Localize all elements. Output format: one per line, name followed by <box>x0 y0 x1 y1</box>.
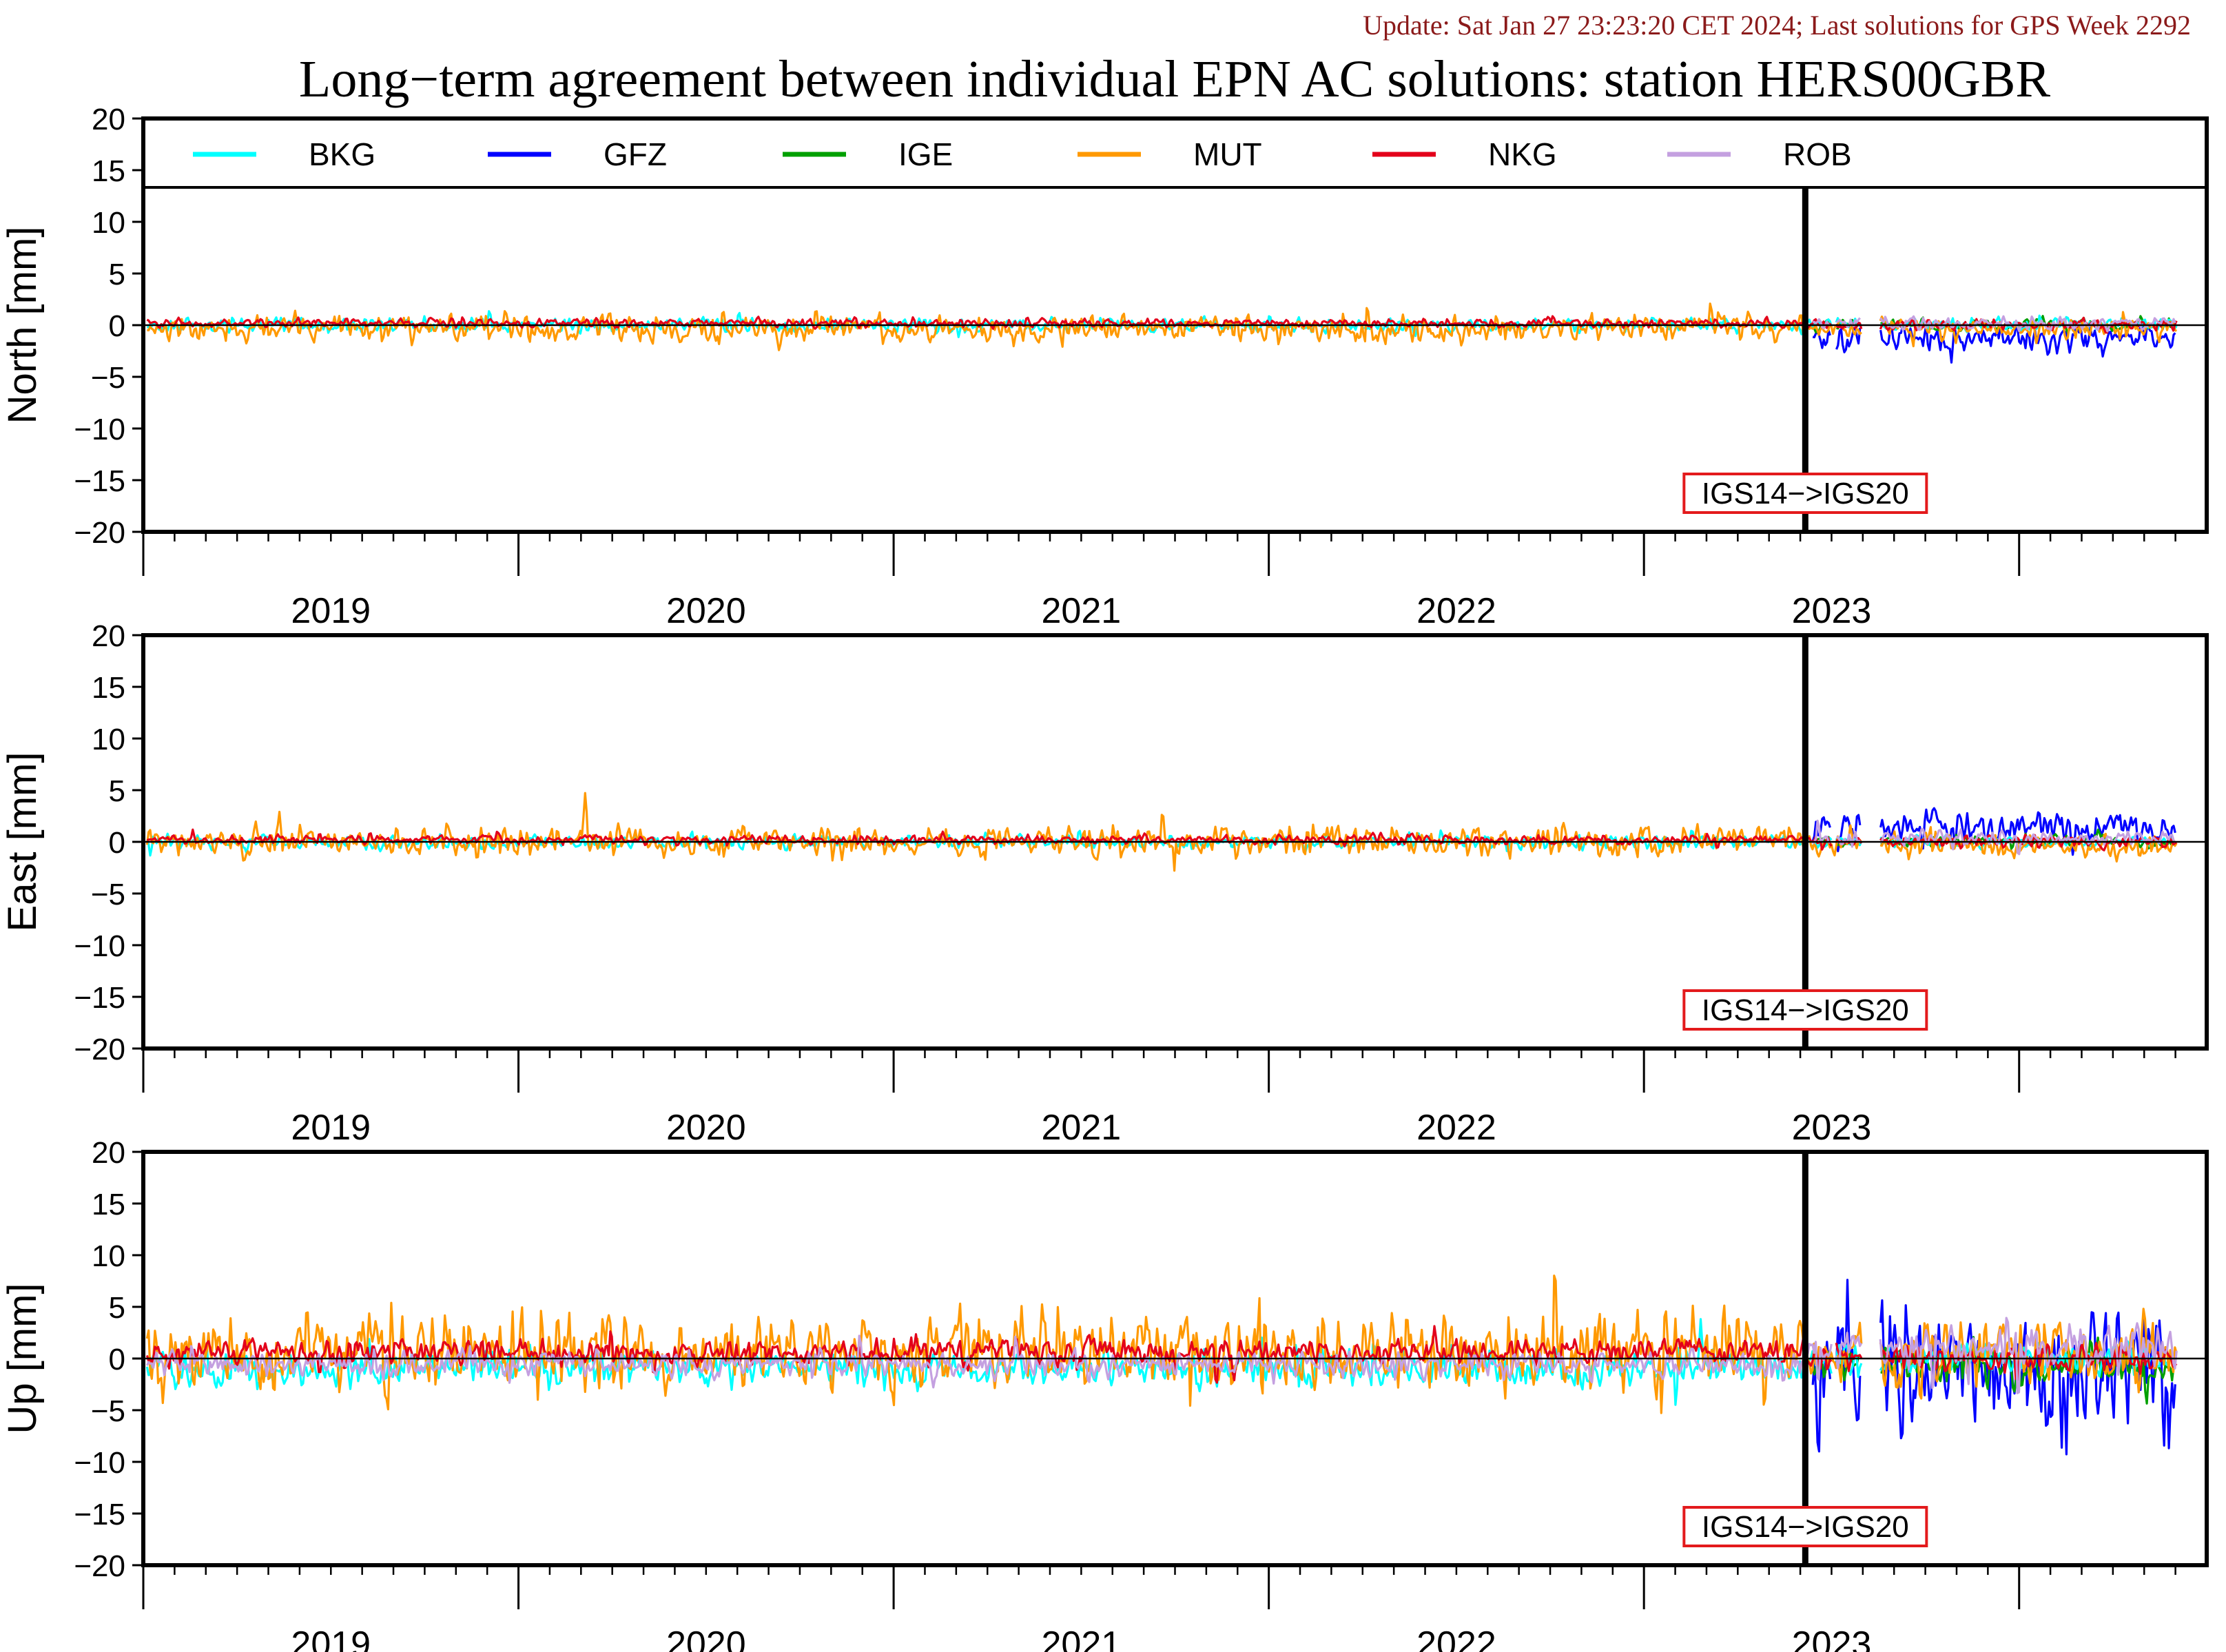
x-year-label: 2022 <box>1416 1108 1496 1148</box>
y-tick-label: 5 <box>109 258 125 291</box>
y-tick-label: −20 <box>74 516 125 550</box>
x-year-label: 2019 <box>291 591 371 631</box>
y-axis-label: Up [mm] <box>0 1283 45 1434</box>
epoch-label-box <box>1682 989 1928 1031</box>
y-tick-label: 20 <box>92 103 125 136</box>
epoch-label: IGS14−>IGS20 <box>1702 477 1909 510</box>
panel-east: IGS14−>IGS20 20 15 10 5 0 −5 −10 −15 −20 East [mm]… <box>0 619 2209 1148</box>
x-year-label: 2020 <box>666 1624 746 1652</box>
panel-up: IGS14−>IGS20 20 15 10 5 0 −5 −10 −15 −20 Up [mm] 20… <box>0 1136 2209 1652</box>
y-tick-label: 10 <box>92 206 125 240</box>
y-tick-label: −5 <box>91 361 125 395</box>
legend-label-bkg: BKG <box>309 136 375 172</box>
y-tick-label: 5 <box>109 774 125 808</box>
y-tick-label: −10 <box>74 929 125 963</box>
y-tick-label: 10 <box>92 723 125 756</box>
legend-label-nkg: NKG <box>1488 136 1557 172</box>
y-tick-label: −5 <box>91 1394 125 1428</box>
epoch-label: IGS14−>IGS20 <box>1702 993 1909 1027</box>
panels: IGS14−>IGS20 BKG GFZ IGE MUT NKG ROB 20 15 10 5 0 −5… <box>0 103 2209 1652</box>
y-tick-label: −15 <box>74 1498 125 1531</box>
x-year-label: 2021 <box>1042 1624 1122 1652</box>
y-tick-label: −20 <box>74 1033 125 1066</box>
y-tick-label: 20 <box>92 1136 125 1170</box>
panel-north: IGS14−>IGS20 BKG GFZ IGE MUT NKG ROB 20 15 10 5 0 −5… <box>0 103 2209 631</box>
main-title: Long−term agreement between individual E… <box>299 50 2050 108</box>
y-tick-label: −10 <box>74 413 125 446</box>
y-tick-label: 15 <box>92 671 125 705</box>
legend-label-gfz: GFZ <box>604 136 667 172</box>
x-year-label: 2022 <box>1416 1624 1496 1652</box>
y-tick-label: −15 <box>74 464 125 498</box>
y-tick-label: −10 <box>74 1446 125 1480</box>
x-year-label: 2021 <box>1042 591 1122 631</box>
x-year-label: 2022 <box>1416 591 1496 631</box>
epoch-label: IGS14−>IGS20 <box>1702 1510 1909 1544</box>
x-year-label: 2023 <box>1792 591 1872 631</box>
x-year-label: 2023 <box>1792 1624 1872 1652</box>
update-text: Update: Sat Jan 27 23:23:20 CET 2024; La… <box>1363 10 2191 41</box>
x-year-label: 2021 <box>1042 1108 1122 1148</box>
series-mut-line <box>147 302 2178 351</box>
legend-label-ige: IGE <box>898 136 953 172</box>
y-tick-label: 20 <box>92 619 125 653</box>
y-axis-label: North [mm] <box>0 227 45 424</box>
y-tick-label: 10 <box>92 1239 125 1273</box>
y-tick-label: 0 <box>109 1343 125 1376</box>
legend-label-mut: MUT <box>1193 136 1262 172</box>
x-year-label: 2019 <box>291 1108 371 1148</box>
y-tick-label: 0 <box>109 309 125 343</box>
y-tick-label: 0 <box>109 826 125 860</box>
legend-label-rob: ROB <box>1783 136 1852 172</box>
x-year-label: 2020 <box>666 1108 746 1148</box>
epoch-label-box <box>1682 473 1928 514</box>
y-tick-label: −20 <box>74 1549 125 1583</box>
y-tick-label: −15 <box>74 981 125 1015</box>
x-year-label: 2019 <box>291 1624 371 1652</box>
epoch-label-box <box>1682 1506 1928 1547</box>
y-tick-label: 5 <box>109 1291 125 1325</box>
legend-background <box>143 118 2207 187</box>
y-axis-label: East [mm] <box>0 752 45 931</box>
series-rob-line <box>145 1317 2178 1394</box>
x-year-label: 2020 <box>666 591 746 631</box>
y-tick-label: −5 <box>91 878 125 911</box>
y-tick-label: 15 <box>92 154 125 188</box>
y-tick-label: 15 <box>92 1188 125 1221</box>
x-year-label: 2023 <box>1792 1108 1872 1148</box>
